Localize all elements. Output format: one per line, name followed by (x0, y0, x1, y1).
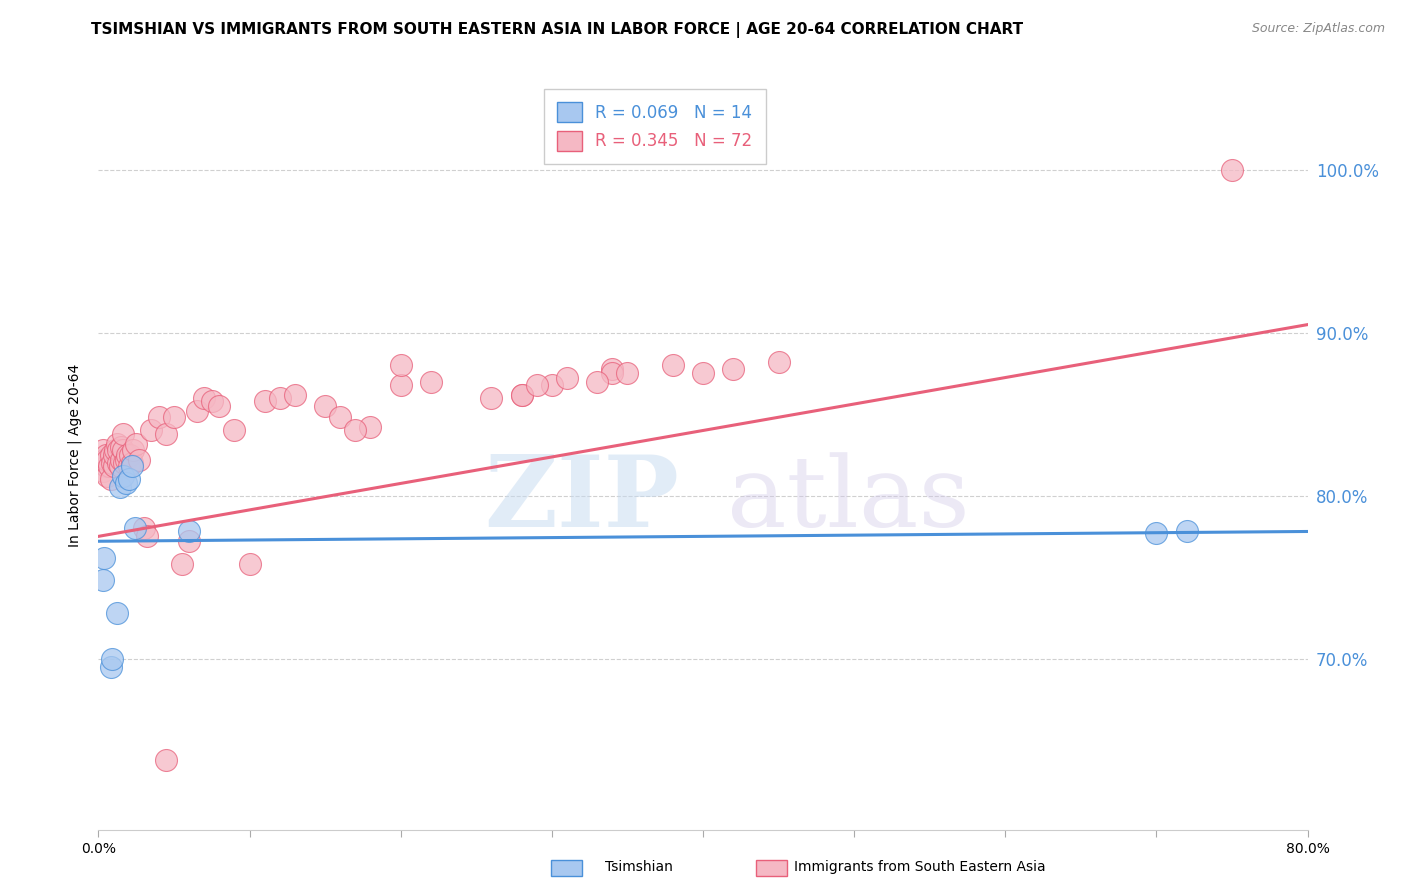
Point (107, 456, 129, 470)
Point (141, 424, 163, 438)
Point (110, 440, 132, 454)
Point (118, 472, 141, 486)
Point (111, 469, 134, 483)
Point (93, 452, 115, 467)
Point (510, 387, 533, 401)
Legend: R = 0.069   N = 14, R = 0.345   N = 72: R = 0.069 N = 14, R = 0.345 N = 72 (544, 88, 766, 164)
Point (98, 459, 121, 474)
Point (481, 391, 503, 405)
Point (122, 443, 145, 458)
Point (170, 557, 193, 571)
Point (121, 456, 143, 470)
Point (114, 475, 136, 490)
Point (125, 436, 148, 450)
Point (105, 436, 128, 450)
Point (111, 443, 134, 458)
Text: ZIP: ZIP (484, 451, 679, 549)
Text: Tsimshian: Tsimshian (605, 860, 672, 874)
Point (179, 524, 201, 539)
Point (284, 387, 307, 401)
Point (389, 359, 412, 373)
Point (96, 469, 118, 483)
Point (135, 529, 157, 543)
Point (344, 424, 367, 438)
Point (179, 534, 201, 549)
Point (132, 521, 155, 535)
Point (253, 394, 276, 409)
Point (661, 359, 683, 373)
Point (93, 550, 115, 565)
Point (115, 448, 138, 462)
Point (314, 399, 336, 413)
Text: Immigrants from South Eastern Asia: Immigrants from South Eastern Asia (794, 860, 1046, 874)
Point (360, 420, 382, 434)
Point (103, 448, 125, 462)
Point (112, 456, 135, 470)
Point (540, 377, 562, 392)
Point (91, 574, 114, 588)
Point (91, 464, 114, 478)
Point (1144, 526, 1167, 541)
Point (107, 443, 129, 458)
Point (103, 459, 125, 474)
Point (108, 481, 131, 495)
Point (96, 452, 118, 467)
Point (94, 459, 117, 474)
Point (186, 404, 208, 418)
Point (111, 426, 134, 441)
Text: Source: ZipAtlas.com: Source: ZipAtlas.com (1251, 22, 1385, 36)
Point (100, 448, 122, 462)
Point (1175, 524, 1198, 539)
Point (155, 752, 177, 766)
Point (114, 452, 136, 467)
Point (163, 410, 186, 425)
Point (91, 443, 114, 458)
Point (768, 355, 790, 369)
Point (510, 387, 533, 401)
Point (692, 367, 714, 381)
Point (224, 424, 246, 438)
Point (124, 521, 146, 535)
Point (121, 459, 143, 474)
Point (155, 426, 177, 441)
Point (90, 456, 112, 470)
Point (1220, 162, 1243, 177)
Point (389, 377, 412, 392)
Point (239, 557, 262, 571)
Point (193, 391, 215, 405)
Point (100, 472, 122, 486)
Point (723, 361, 745, 376)
Y-axis label: In Labor Force | Age 20-64: In Labor Force | Age 20-64 (67, 363, 83, 547)
Point (105, 606, 128, 620)
Point (555, 371, 578, 385)
Point (420, 375, 443, 389)
Point (94, 448, 117, 462)
Point (602, 361, 624, 376)
Point (269, 391, 291, 405)
Point (101, 456, 124, 470)
Point (201, 394, 224, 409)
Text: atlas: atlas (727, 452, 970, 548)
Point (101, 651, 124, 665)
Point (602, 367, 624, 381)
Point (118, 459, 141, 474)
Point (526, 377, 548, 392)
Point (616, 367, 638, 381)
Point (120, 448, 142, 462)
Point (110, 452, 132, 467)
Point (148, 410, 170, 425)
Point (104, 443, 127, 458)
Point (208, 399, 231, 413)
Point (108, 459, 131, 474)
Point (329, 410, 352, 425)
Point (586, 375, 609, 389)
Text: TSIMSHIAN VS IMMIGRANTS FROM SOUTH EASTERN ASIA IN LABOR FORCE | AGE 20-64 CORRE: TSIMSHIAN VS IMMIGRANTS FROM SOUTH EASTE… (91, 22, 1024, 38)
Point (128, 452, 150, 467)
Point (100, 659, 122, 673)
